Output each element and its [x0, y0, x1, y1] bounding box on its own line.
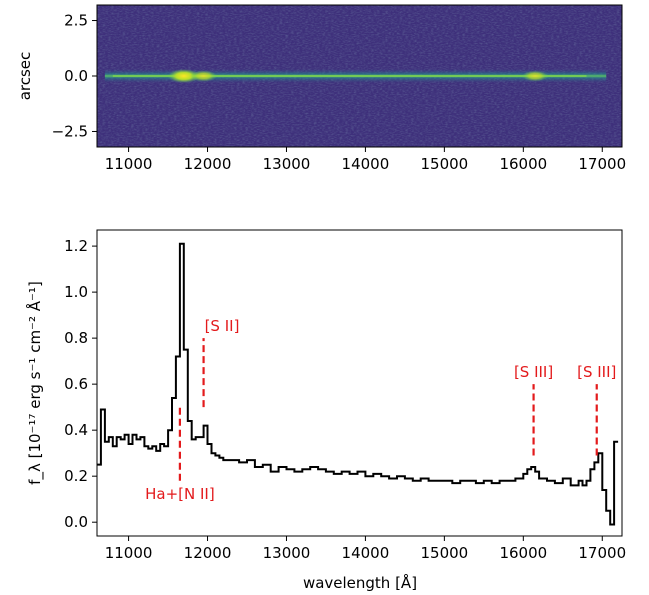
line-label-1: [S II] [205, 317, 240, 335]
line-label-0: Ha+[N II] [145, 485, 215, 503]
top-x-tick-label-1: 12000 [184, 155, 232, 173]
top-x-tick-label-2: 13000 [263, 155, 311, 173]
spectrum-line [97, 242, 619, 526]
top-x-tick-label-5: 16000 [499, 155, 547, 173]
y-tick-label-2: 0.4 [64, 421, 88, 439]
top-y-tick-label-2: −2.5 [52, 122, 88, 140]
x-tick-label-2: 13000 [263, 544, 311, 562]
x-tick-label-0: 11000 [105, 544, 153, 562]
bottom-frame [96, 229, 623, 537]
line-label-3: [S III] [577, 363, 616, 381]
y-tick-label-4: 0.8 [64, 329, 88, 347]
top-x-tick-label-3: 14000 [342, 155, 390, 173]
top-x-tick-label-4: 15000 [421, 155, 469, 173]
x-axis-label: wavelength [Å] [303, 573, 417, 592]
y-tick-label-0: 0.0 [64, 513, 88, 531]
spectrum-2d-panel: 11000 12000 13000 14000 15000 16000 17000 2.5 0… [16, 4, 626, 173]
line-label-2: [S III] [514, 363, 553, 381]
x-tick-label-4: 15000 [421, 544, 469, 562]
y-tick-label-1: 0.2 [64, 467, 88, 485]
top-x-tick-label-6: 17000 [578, 155, 626, 173]
top-y-tick-label-1: 0.0 [64, 67, 88, 85]
x-tick-label-1: 12000 [184, 544, 232, 562]
y-axis-label: f_λ [10⁻¹⁷ erg s⁻¹ cm⁻² Å⁻¹] [25, 281, 45, 485]
hotspot-2 [522, 70, 549, 82]
spectrum-1d-panel: Ha+[N II] [S II] [S III] [S III] 11000 12000… [25, 229, 626, 592]
hotspot-1 [190, 70, 217, 82]
y-tick-label-6: 1.2 [64, 237, 88, 255]
top-x-tick-label-0: 11000 [105, 155, 153, 173]
x-tick-label-3: 14000 [342, 544, 390, 562]
top-y-tick-label-0: 2.5 [64, 12, 88, 30]
x-tick-label-6: 17000 [578, 544, 626, 562]
x-tick-label-5: 16000 [499, 544, 547, 562]
y-tick-label-5: 1.0 [64, 283, 88, 301]
top-y-axis-label: arcsec [16, 52, 34, 101]
hotspot-0 [167, 69, 200, 83]
y-tick-label-3: 0.6 [64, 375, 88, 393]
